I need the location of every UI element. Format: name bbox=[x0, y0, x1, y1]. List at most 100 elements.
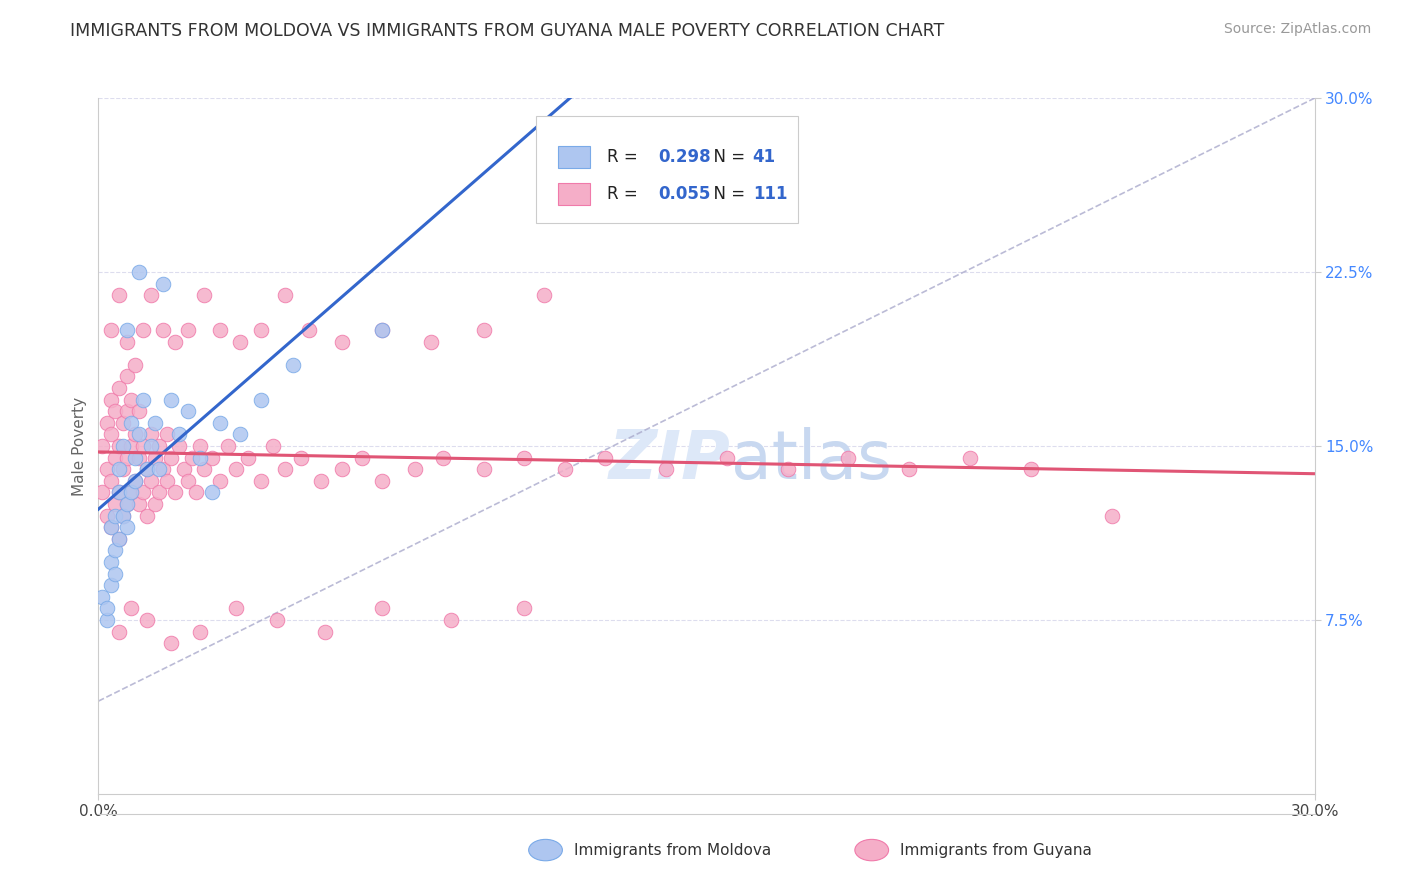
Point bbox=[229, 334, 252, 349]
Point bbox=[404, 462, 426, 476]
Point bbox=[124, 450, 146, 465]
Text: atlas: atlas bbox=[731, 427, 891, 493]
Point bbox=[111, 416, 134, 430]
Point bbox=[593, 450, 616, 465]
Point bbox=[120, 416, 142, 430]
Point bbox=[371, 323, 394, 337]
Point bbox=[176, 404, 198, 418]
Point bbox=[330, 334, 353, 349]
Point bbox=[111, 439, 134, 453]
Point bbox=[132, 439, 155, 453]
Point bbox=[311, 474, 333, 488]
Point bbox=[165, 334, 187, 349]
Point bbox=[115, 497, 138, 511]
Point bbox=[148, 485, 170, 500]
Point bbox=[184, 485, 207, 500]
Point bbox=[104, 450, 127, 465]
Point bbox=[120, 392, 142, 407]
Point bbox=[100, 520, 122, 534]
Point bbox=[1019, 462, 1042, 476]
Point bbox=[156, 427, 179, 442]
Point bbox=[96, 613, 118, 627]
Text: Immigrants from Moldova: Immigrants from Moldova bbox=[574, 843, 770, 857]
Point bbox=[837, 450, 859, 465]
Point bbox=[238, 450, 260, 465]
Point bbox=[107, 485, 129, 500]
Point bbox=[136, 462, 159, 476]
Point bbox=[574, 184, 596, 198]
Point bbox=[132, 392, 155, 407]
Point bbox=[115, 497, 138, 511]
Point bbox=[107, 532, 129, 546]
Text: 41: 41 bbox=[752, 148, 776, 166]
Point bbox=[371, 601, 394, 615]
Point bbox=[100, 392, 122, 407]
Point bbox=[160, 392, 183, 407]
Point bbox=[100, 474, 122, 488]
Point bbox=[136, 613, 159, 627]
FancyBboxPatch shape bbox=[558, 145, 589, 169]
Point bbox=[124, 358, 146, 372]
Point bbox=[655, 462, 678, 476]
Point bbox=[120, 439, 142, 453]
Point bbox=[128, 427, 150, 442]
Point bbox=[143, 416, 166, 430]
Point bbox=[100, 578, 122, 592]
Point bbox=[107, 624, 129, 639]
Point bbox=[100, 323, 122, 337]
Point bbox=[115, 334, 138, 349]
Point bbox=[274, 288, 297, 302]
Point bbox=[314, 624, 336, 639]
Point bbox=[96, 462, 118, 476]
Point bbox=[128, 265, 150, 279]
Point bbox=[115, 404, 138, 418]
Point bbox=[139, 288, 162, 302]
Point bbox=[262, 439, 284, 453]
Point bbox=[169, 439, 191, 453]
Point bbox=[209, 416, 232, 430]
Point bbox=[274, 462, 297, 476]
Point bbox=[91, 439, 114, 453]
Point bbox=[111, 508, 134, 523]
Point bbox=[120, 485, 142, 500]
Point bbox=[107, 288, 129, 302]
Point bbox=[128, 404, 150, 418]
Point bbox=[249, 474, 271, 488]
Point bbox=[776, 462, 799, 476]
Point bbox=[371, 323, 394, 337]
Point bbox=[104, 404, 127, 418]
Point bbox=[148, 462, 170, 476]
Point bbox=[249, 323, 271, 337]
Point bbox=[143, 450, 166, 465]
Point bbox=[419, 334, 441, 349]
Point bbox=[107, 462, 129, 476]
Point bbox=[298, 323, 321, 337]
Point bbox=[225, 601, 247, 615]
Point bbox=[96, 601, 118, 615]
Point bbox=[432, 450, 454, 465]
Point bbox=[124, 474, 146, 488]
Point bbox=[104, 566, 127, 581]
Point bbox=[513, 450, 536, 465]
Point bbox=[107, 532, 129, 546]
Point bbox=[330, 462, 353, 476]
Text: Immigrants from Guyana: Immigrants from Guyana bbox=[900, 843, 1091, 857]
Point bbox=[209, 474, 232, 488]
Point bbox=[132, 323, 155, 337]
Point bbox=[148, 439, 170, 453]
Point bbox=[91, 485, 114, 500]
Point bbox=[513, 601, 536, 615]
Point bbox=[152, 277, 174, 291]
Point bbox=[290, 450, 312, 465]
Point bbox=[156, 474, 179, 488]
Text: IMMIGRANTS FROM MOLDOVA VS IMMIGRANTS FROM GUYANA MALE POVERTY CORRELATION CHART: IMMIGRANTS FROM MOLDOVA VS IMMIGRANTS FR… bbox=[70, 22, 945, 40]
Point bbox=[115, 323, 138, 337]
Point bbox=[472, 462, 495, 476]
Point bbox=[104, 543, 127, 558]
Point bbox=[111, 508, 134, 523]
Point bbox=[120, 601, 142, 615]
Point bbox=[132, 485, 155, 500]
Point bbox=[136, 462, 159, 476]
Point bbox=[173, 462, 195, 476]
Point bbox=[959, 450, 981, 465]
